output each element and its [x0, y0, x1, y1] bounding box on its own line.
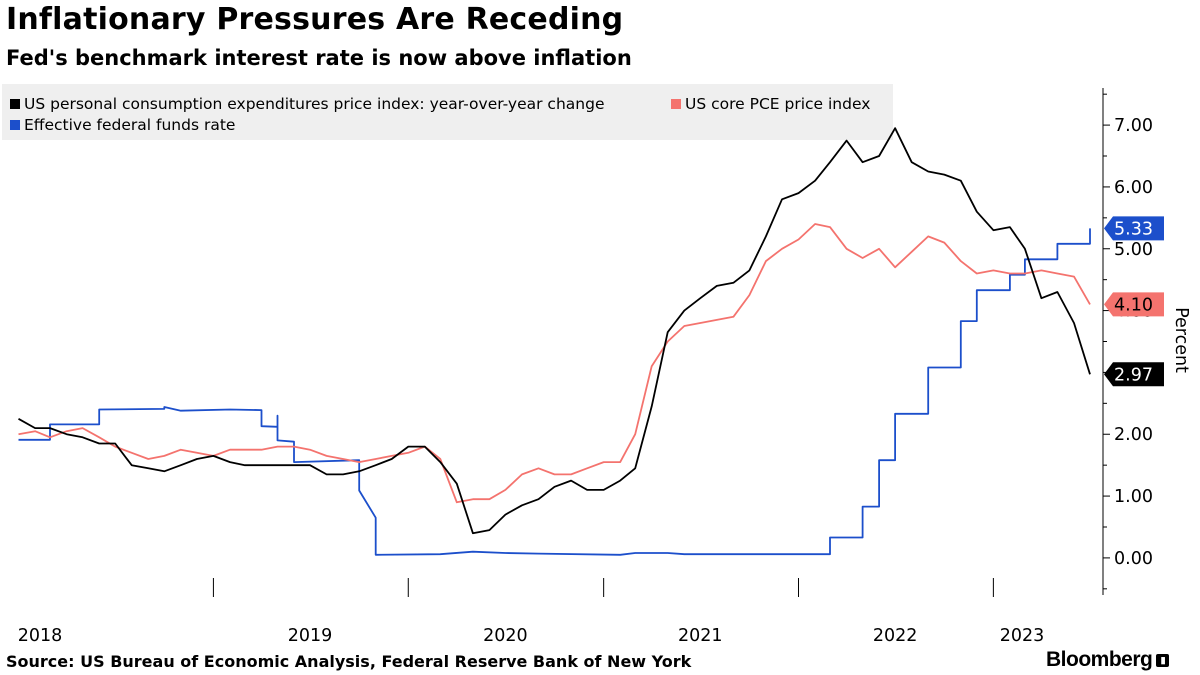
- chart-title: Inflationary Pressures Are Receding: [6, 2, 624, 37]
- legend: US personal consumption expenditures pri…: [10, 95, 870, 134]
- legend-label: US personal consumption expenditures pri…: [24, 95, 604, 113]
- legend-swatch: [10, 120, 20, 130]
- legend-item: US core PCE price index: [671, 95, 870, 113]
- y-tick-label: 6.00: [1114, 178, 1153, 198]
- end-value-tag-shape: [1104, 216, 1164, 241]
- x-tick-label: 2019: [288, 626, 333, 646]
- end-value-tags: 2.97 4.10 5.33: [1104, 216, 1164, 387]
- legend-item: Effective federal funds rate: [10, 116, 235, 134]
- end-value-tag: 2.97: [1104, 362, 1164, 387]
- end-value-tag: 4.10: [1104, 292, 1164, 317]
- series-line: [18, 223, 1091, 504]
- end-value-tag-shape: [1104, 292, 1164, 317]
- brand-name: Bloomberg: [1046, 648, 1153, 671]
- chart-subtitle: Fed's benchmark interest rate is now abo…: [6, 46, 632, 70]
- legend-label: Effective federal funds rate: [24, 116, 235, 134]
- bloomberg-logo: Bloomberg ▮: [1046, 648, 1170, 672]
- legend-background: [2, 84, 893, 140]
- x-tick-label: 2021: [678, 626, 723, 646]
- terminal-icon: ▮: [1156, 653, 1170, 667]
- legend-swatch: [671, 99, 681, 109]
- series-line: [18, 127, 1091, 535]
- y-tick-label: 7.00: [1114, 116, 1153, 136]
- end-value-tag-shape: [1104, 362, 1164, 387]
- y-axis-title: Percent: [1171, 307, 1191, 373]
- x-tick-label: 2023: [1000, 626, 1045, 646]
- end-value-label: 2.97: [1114, 365, 1153, 385]
- source-note: Source: US Bureau of Economic Analysis, …: [6, 652, 692, 671]
- y-tick-label: 2.00: [1114, 425, 1153, 445]
- legend-label: US core PCE price index: [685, 95, 870, 113]
- series-lines: [18, 127, 1091, 556]
- end-value-label: 4.10: [1114, 295, 1153, 315]
- series-line: [18, 228, 1091, 556]
- y-tick-label: 5.00: [1114, 240, 1153, 260]
- axes: 0.001.002.003.004.005.006.007.0020182019…: [18, 88, 1191, 646]
- y-tick-label: 1.00: [1114, 487, 1153, 507]
- legend-item: US personal consumption expenditures pri…: [10, 95, 604, 113]
- end-value-tag: 5.33: [1104, 216, 1164, 241]
- x-tick-label: 2022: [873, 626, 918, 646]
- x-tick-label: 2020: [483, 626, 528, 646]
- legend-swatch: [10, 99, 20, 109]
- y-tick-label: 0.00: [1114, 549, 1153, 569]
- x-tick-label: 2018: [18, 626, 63, 646]
- end-value-label: 5.33: [1114, 219, 1153, 239]
